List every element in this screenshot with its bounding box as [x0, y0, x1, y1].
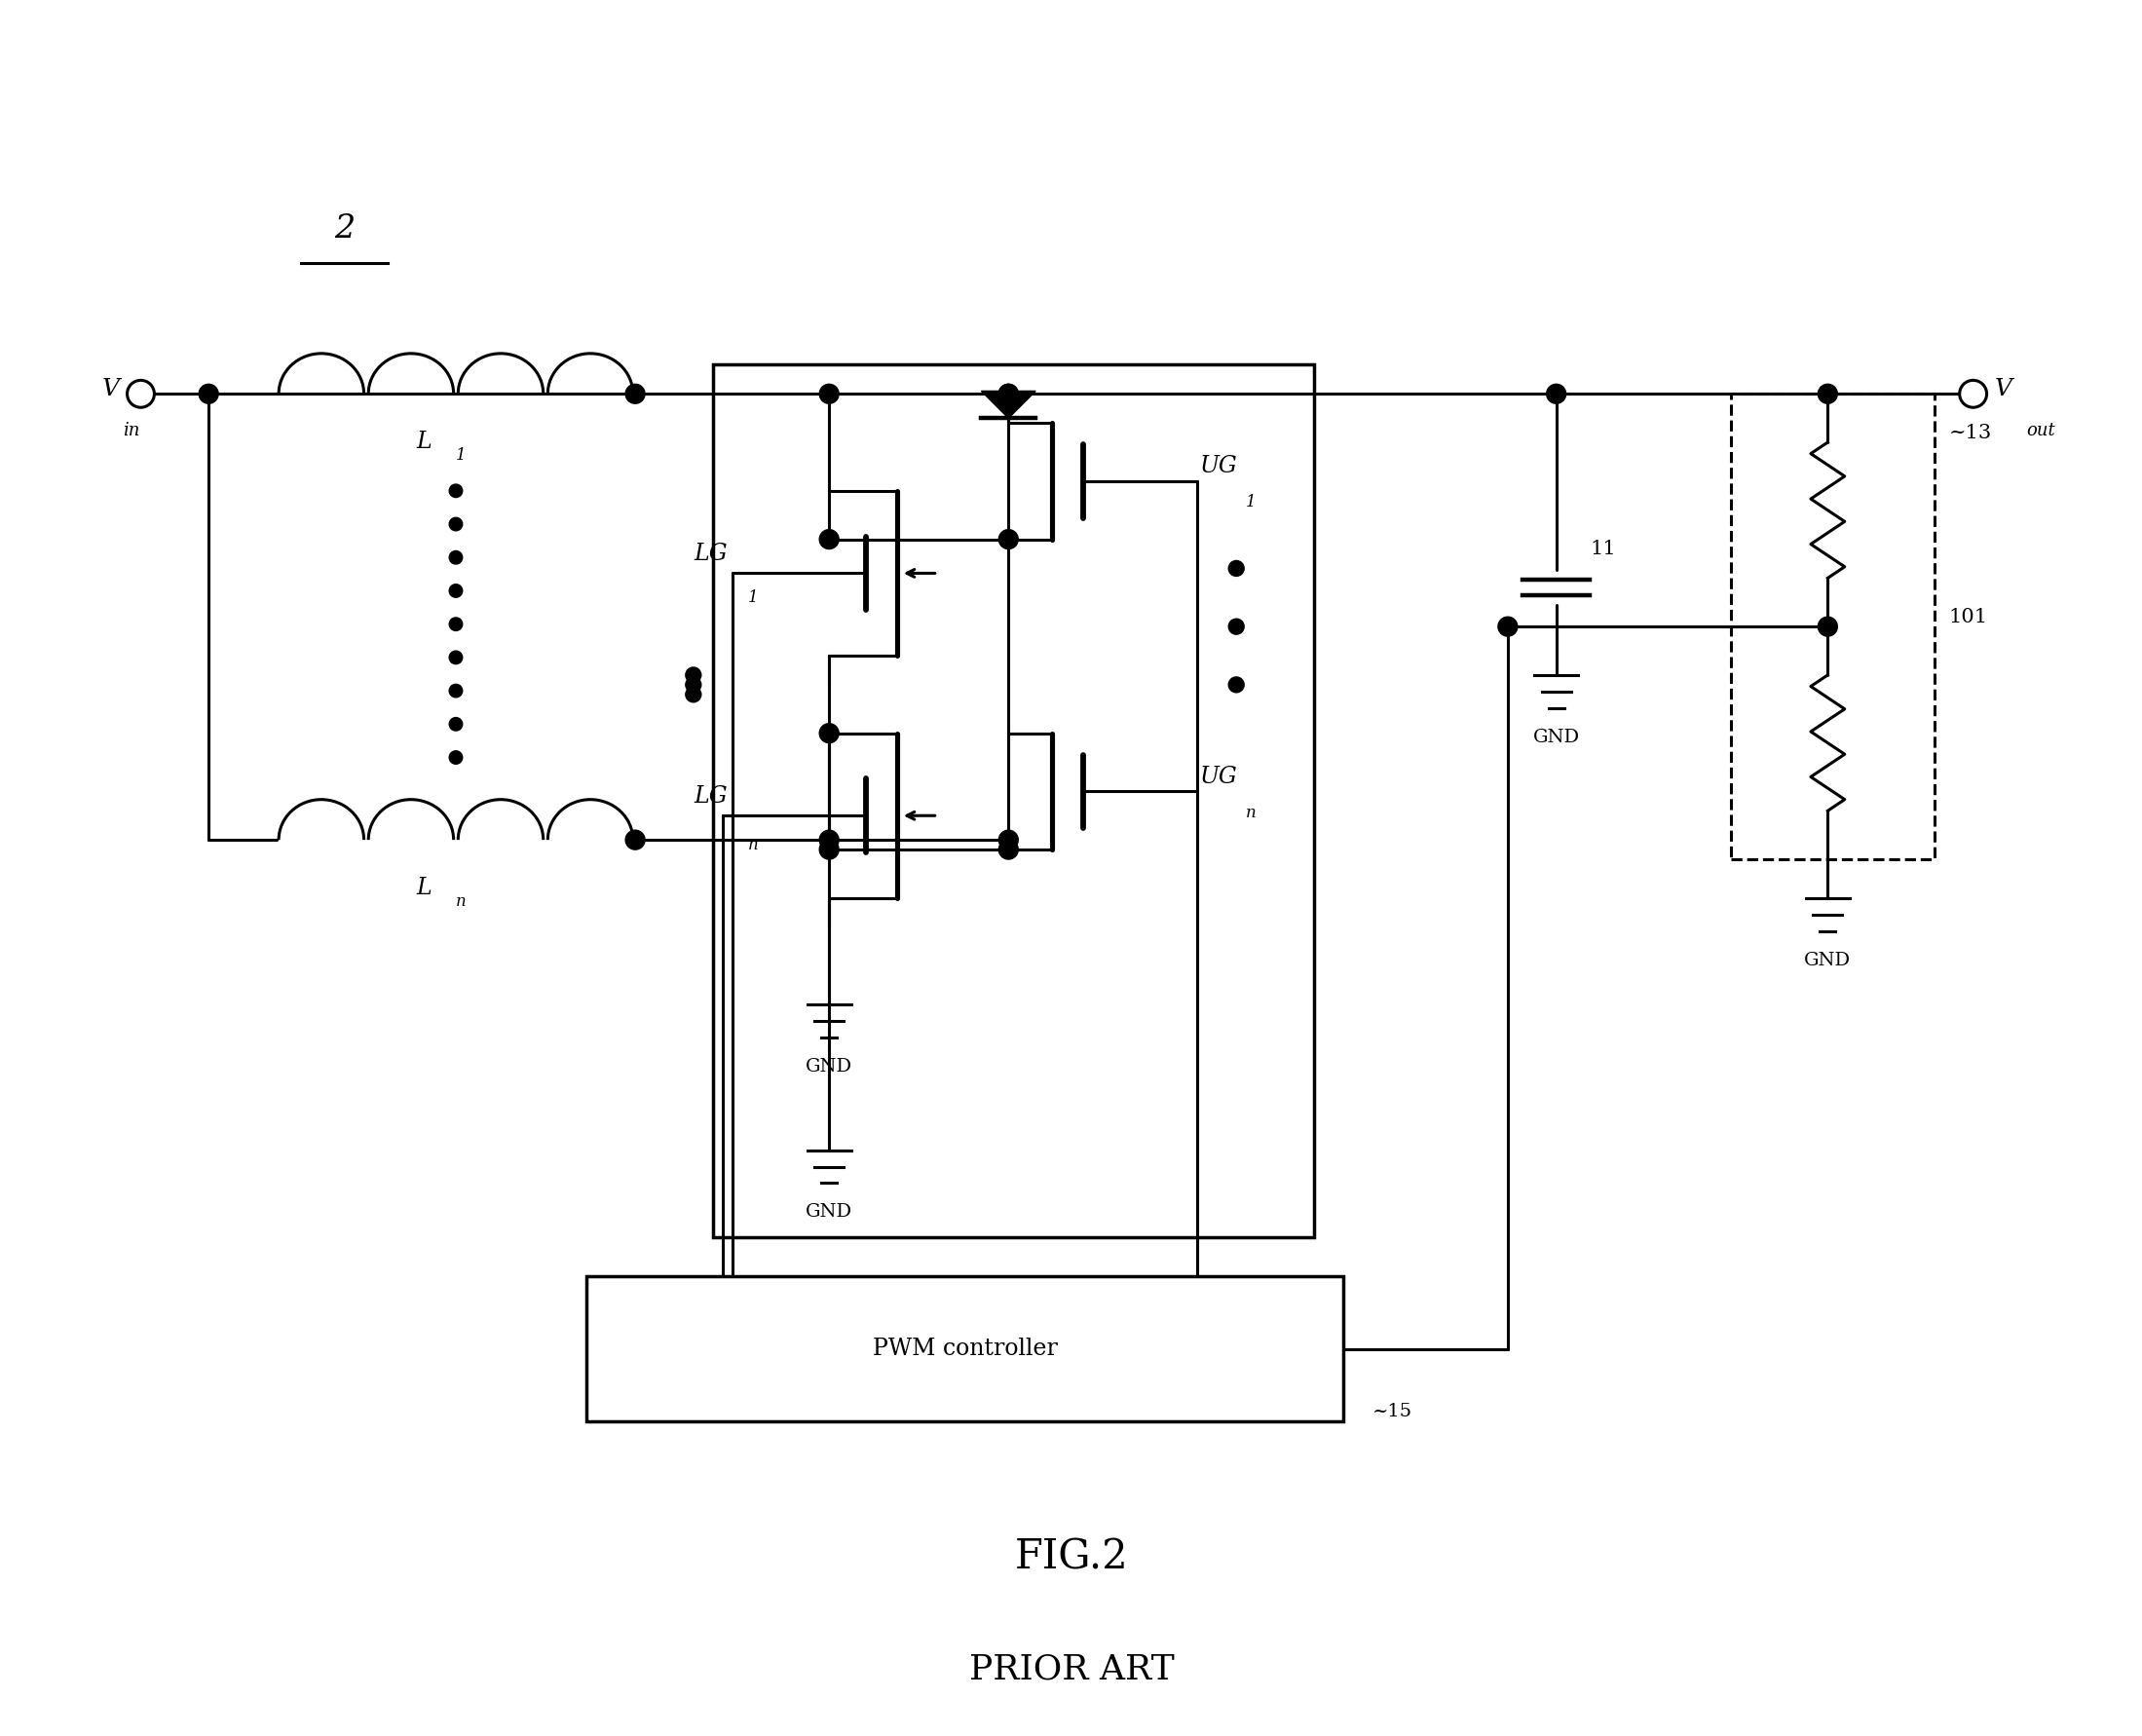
Text: 101: 101 — [1949, 608, 1988, 627]
Text: n: n — [1247, 804, 1257, 821]
Text: GND: GND — [1534, 729, 1579, 746]
Circle shape — [625, 384, 645, 403]
Circle shape — [685, 667, 700, 682]
Text: L: L — [416, 877, 431, 899]
Circle shape — [450, 517, 463, 531]
Circle shape — [450, 618, 463, 630]
Circle shape — [998, 830, 1017, 849]
Text: LG: LG — [694, 785, 728, 807]
Text: FIG.2: FIG.2 — [1015, 1536, 1129, 1578]
Circle shape — [450, 651, 463, 665]
Text: V: V — [103, 378, 120, 401]
Text: 2: 2 — [334, 214, 356, 245]
Circle shape — [820, 384, 840, 403]
Circle shape — [1547, 384, 1566, 403]
Circle shape — [998, 529, 1017, 549]
Text: out: out — [2026, 422, 2056, 439]
Circle shape — [820, 724, 840, 743]
Circle shape — [450, 484, 463, 498]
Text: 11: 11 — [1589, 540, 1617, 559]
Circle shape — [998, 384, 1017, 403]
Text: GND: GND — [805, 1203, 853, 1220]
Polygon shape — [981, 391, 1035, 418]
Circle shape — [998, 840, 1017, 859]
Circle shape — [820, 840, 840, 859]
Text: PRIOR ART: PRIOR ART — [968, 1653, 1174, 1686]
Circle shape — [625, 830, 645, 849]
Text: ~13: ~13 — [1949, 424, 1992, 443]
Circle shape — [820, 830, 840, 849]
Circle shape — [1230, 561, 1245, 576]
Circle shape — [450, 585, 463, 597]
Circle shape — [1960, 380, 1988, 408]
Circle shape — [450, 550, 463, 564]
Text: n: n — [748, 837, 758, 852]
Circle shape — [1230, 618, 1245, 634]
Text: UG: UG — [1200, 766, 1238, 788]
Circle shape — [450, 717, 463, 731]
Circle shape — [685, 687, 700, 701]
Text: GND: GND — [805, 1057, 853, 1076]
Text: 1: 1 — [1247, 495, 1257, 510]
Text: GND: GND — [1804, 951, 1851, 969]
Circle shape — [998, 384, 1017, 403]
Text: n: n — [456, 894, 467, 910]
Circle shape — [685, 677, 700, 693]
Text: ~15: ~15 — [1373, 1403, 1412, 1420]
Text: UG: UG — [1200, 455, 1238, 477]
Circle shape — [450, 684, 463, 698]
FancyBboxPatch shape — [587, 1276, 1343, 1422]
Circle shape — [126, 380, 154, 408]
Circle shape — [199, 384, 218, 403]
Circle shape — [1497, 616, 1517, 637]
Circle shape — [450, 752, 463, 764]
Circle shape — [1230, 677, 1245, 693]
Text: LG: LG — [694, 543, 728, 564]
Text: L: L — [416, 431, 431, 453]
Text: 1: 1 — [748, 589, 758, 606]
Text: V: V — [1994, 378, 2011, 401]
Circle shape — [1819, 384, 1838, 403]
Text: in: in — [122, 422, 139, 439]
Circle shape — [1819, 616, 1838, 637]
Circle shape — [820, 529, 840, 549]
Text: PWM controller: PWM controller — [872, 1338, 1058, 1359]
Text: 1: 1 — [456, 448, 467, 464]
